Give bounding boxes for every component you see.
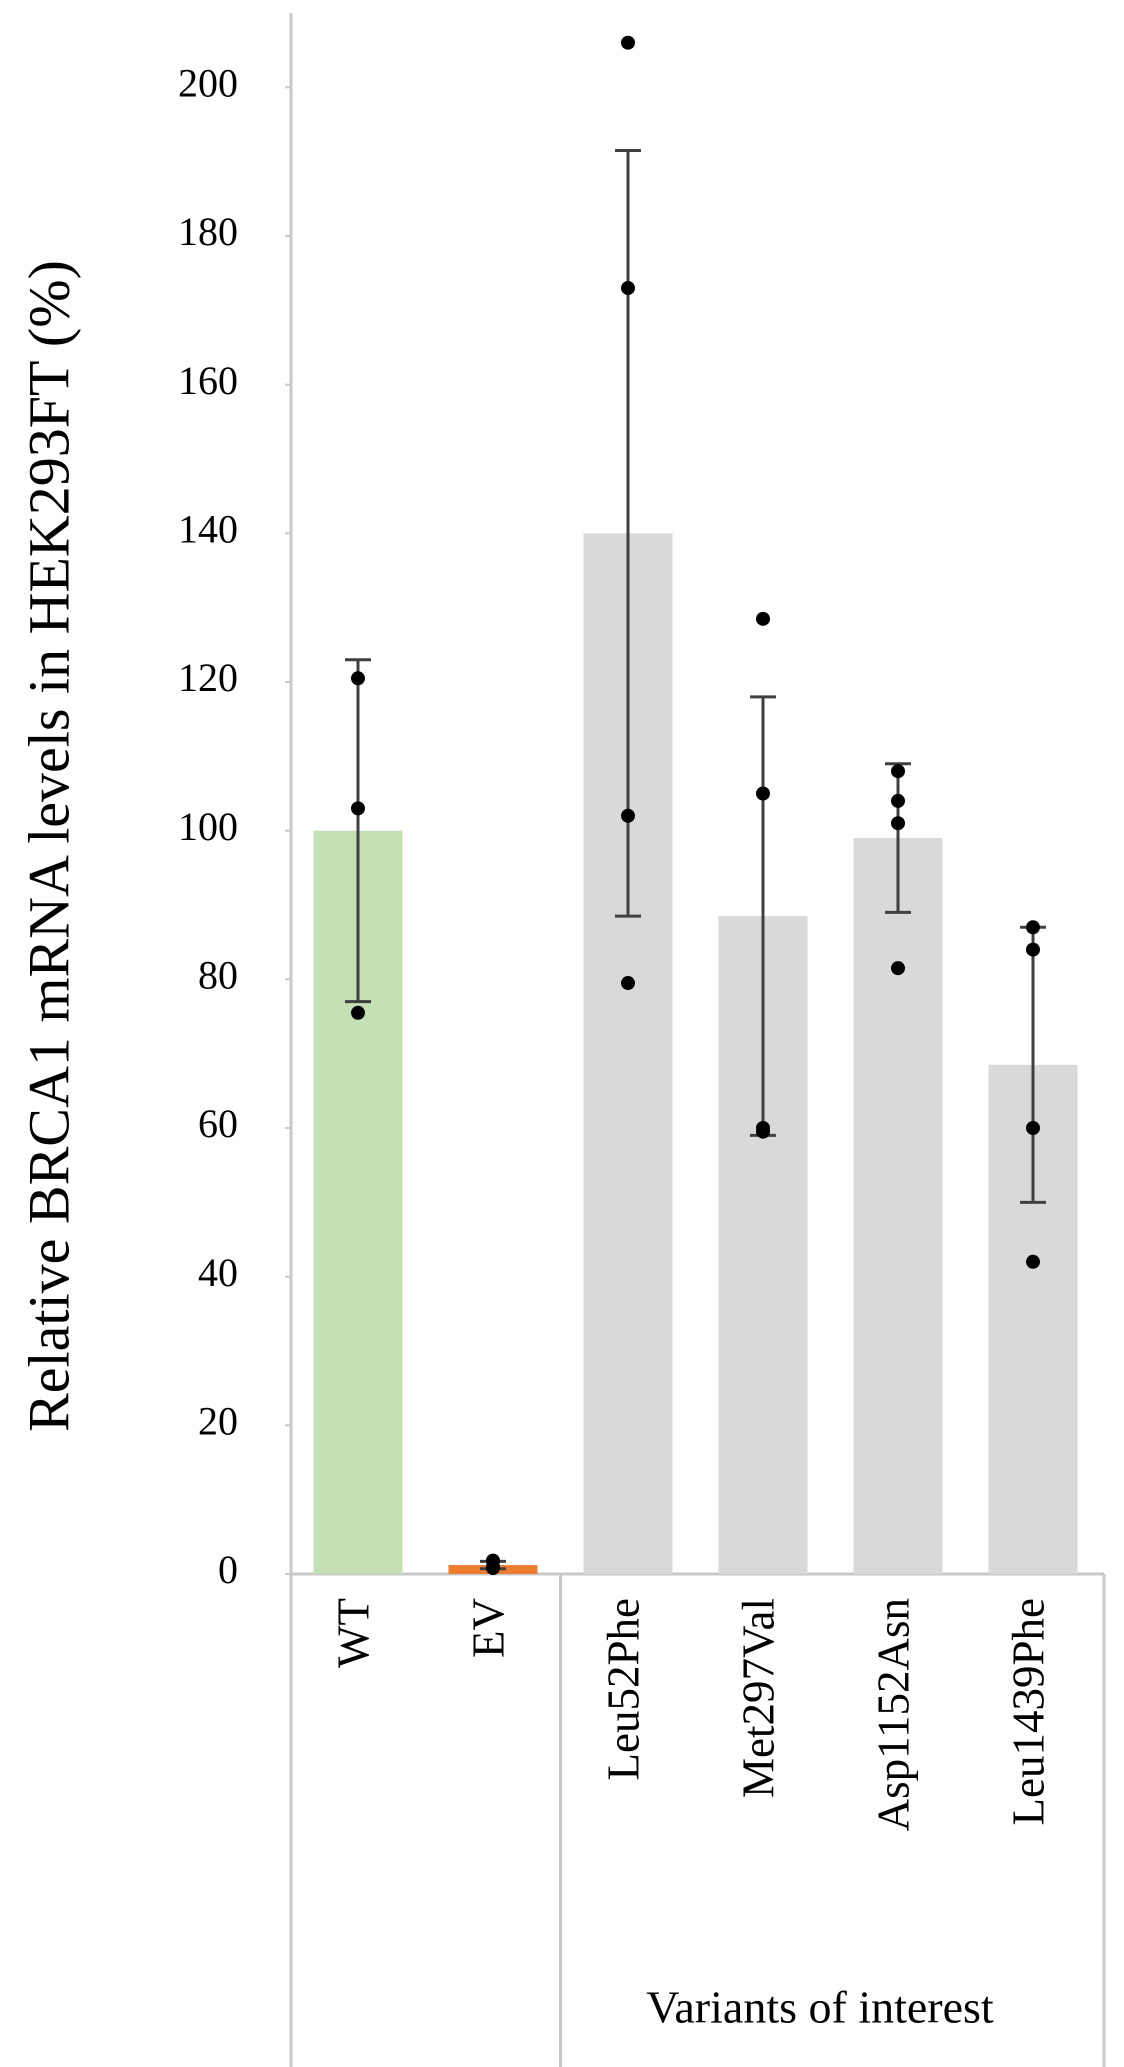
y-tick-label: 180 <box>178 209 238 254</box>
error-bar <box>885 762 911 914</box>
data-point <box>621 281 635 296</box>
data-point <box>351 1005 365 1020</box>
y-axis-label: Relative BRCA1 mRNA levels in HEK293FT (… <box>16 260 81 1432</box>
x-tick-label: WT <box>328 1598 378 1668</box>
y-tick-label: 100 <box>178 804 238 849</box>
data-point <box>756 1124 770 1139</box>
bar <box>853 838 943 1574</box>
x-tick-label: Met297Val <box>733 1598 783 1798</box>
error-bar <box>615 149 641 918</box>
group-label: Variants of interest <box>646 1982 994 2033</box>
data-point <box>756 611 770 626</box>
y-tick-label: 120 <box>178 655 238 700</box>
y-tick-label: 140 <box>178 507 238 552</box>
x-tick-label: Leu52Phe <box>598 1598 648 1780</box>
data-point <box>1026 1121 1040 1135</box>
data-point <box>621 35 635 50</box>
y-tick-label: 200 <box>178 61 238 106</box>
y-tick-label: 0 <box>218 1547 238 1592</box>
x-tick-label: EV <box>463 1598 513 1658</box>
data-point <box>351 671 365 686</box>
data-point <box>891 961 905 976</box>
y-tick-label: 80 <box>198 953 238 998</box>
data-point <box>1026 920 1040 935</box>
x-tick-label: Asp1152Asn <box>868 1598 918 1831</box>
y-tick-label: 20 <box>198 1399 238 1444</box>
data-point <box>621 976 635 991</box>
data-point <box>756 786 770 801</box>
data-point <box>486 1561 500 1576</box>
y-tick-label: 60 <box>198 1101 238 1146</box>
data-point <box>891 793 905 808</box>
data-point <box>891 816 905 831</box>
x-tick-label: Leu1439Phe <box>1003 1598 1053 1825</box>
y-tick-label: 160 <box>178 358 238 403</box>
data-point <box>351 801 365 816</box>
data-point <box>621 808 635 823</box>
data-point <box>1026 942 1040 957</box>
data-point <box>891 764 905 779</box>
y-tick-label: 40 <box>198 1250 238 1295</box>
error-bar <box>345 658 371 1004</box>
data-point <box>1026 1254 1040 1269</box>
